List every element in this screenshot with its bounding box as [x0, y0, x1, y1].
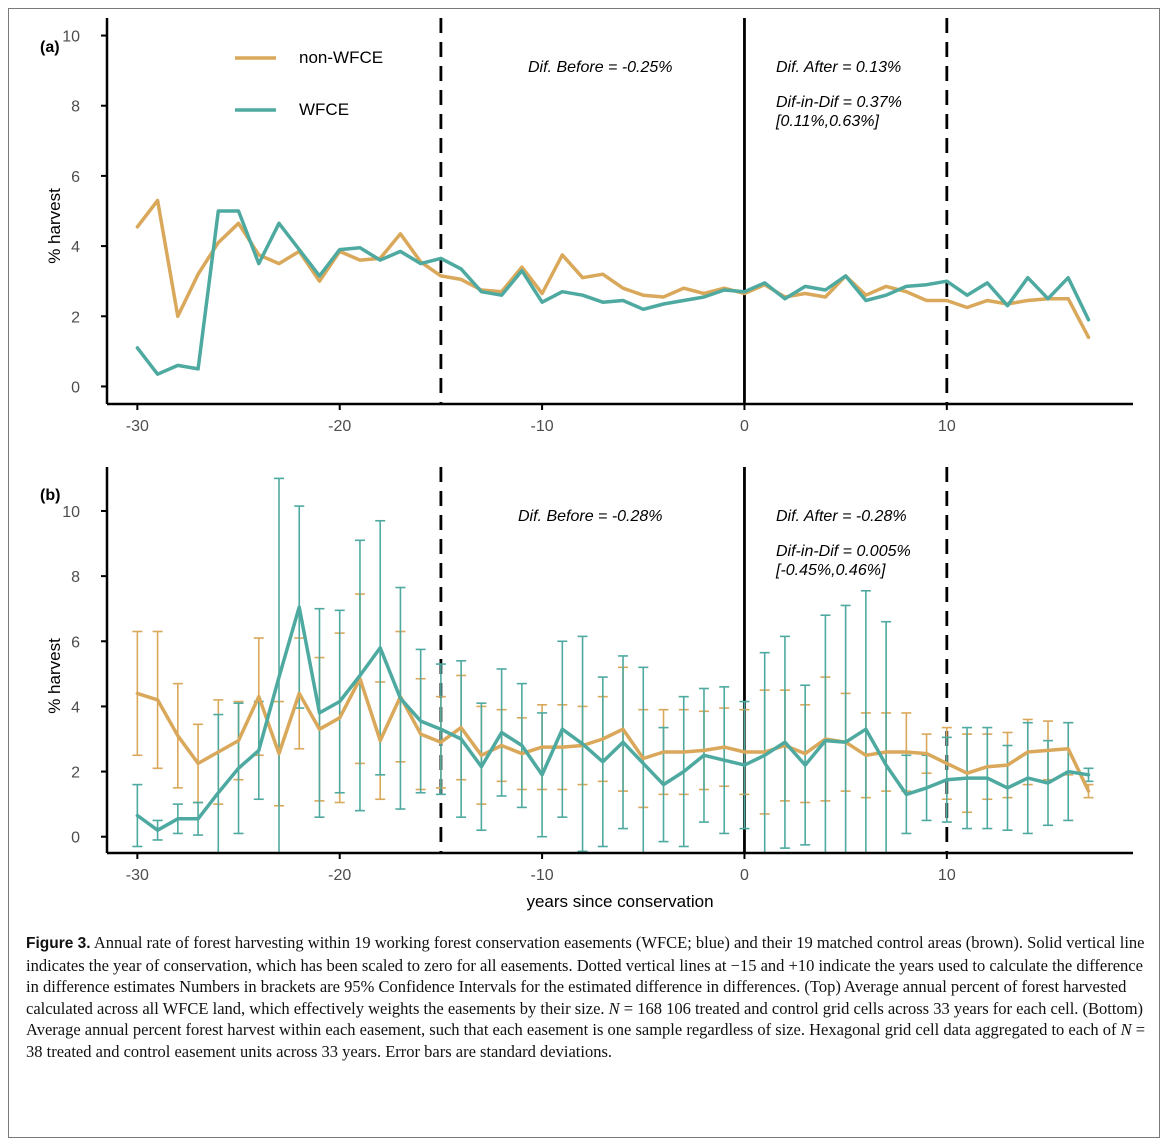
panel-b-ylabel: % harvest [45, 638, 64, 714]
panel-b-series-non-wfce [135, 676, 1091, 793]
panel-b-dif-after: Dif. After = -0.28% [776, 508, 907, 525]
panel-a-dif-in-dif: Dif-in-Dif = 0.37% [776, 94, 902, 111]
panel-b-x-tick-label: 10 [938, 867, 956, 884]
panel-a-ci: [0.11%,0.63%] [775, 113, 879, 130]
panel-b-y-tick-label: 0 [71, 830, 80, 847]
panel-b-label: (b) [40, 487, 60, 504]
panel-a-x-tick-label: 0 [740, 418, 749, 435]
panel-b-x-tick-label: -30 [126, 867, 149, 884]
legend-label-wfce: WFCE [299, 100, 349, 119]
panel-b-errorbar-wfce [860, 589, 871, 854]
caption-text-2: = 168 106 treated and control grid cells… [26, 998, 1144, 1040]
panel-b-x-tick-label: -10 [531, 867, 554, 884]
panel-b-errorbar-wfce [820, 614, 831, 854]
panel-a-x-tick-label: -10 [531, 418, 554, 435]
panel-a-label: (a) [40, 39, 60, 56]
caption-text-1: Annual rate of forest harvesting within … [26, 933, 1145, 1018]
panel-a-y-tick-label: 6 [71, 169, 80, 186]
panel-b-errorbar-wfce [881, 620, 892, 854]
panel-b-errorbar-wfce [840, 604, 851, 854]
caption-text-3: = 38 treated and control easement units … [26, 1020, 1146, 1061]
panel-b-y-tick-label: 4 [71, 699, 80, 716]
panel-b-dif-before: Dif. Before = -0.28% [518, 508, 663, 525]
panel-a-ylabel: % harvest [45, 188, 64, 264]
panel-b-y-tick-label: 6 [71, 634, 80, 651]
panel-b-dif-in-dif: Dif-in-Dif = 0.005% [776, 543, 911, 560]
panel-a-series-wfce [135, 209, 1091, 376]
caption-n-symbol-1: N [608, 998, 620, 1018]
panel-b-xlabel: years since conservation [526, 892, 713, 911]
panel-a-y-tick-label: 10 [62, 29, 80, 46]
panel-a-series-non-wfce [135, 198, 1091, 340]
caption-label: Figure 3. [26, 935, 91, 952]
figure-frame [8, 8, 1160, 1138]
caption-n-symbol-2: N [1120, 1020, 1132, 1039]
legend: non-WFCE WFCE [235, 48, 383, 119]
panel-b-y-tick-label: 2 [71, 765, 80, 782]
panel-b-y-tick-label: 10 [62, 504, 80, 521]
panel-b-x-tick-label: 0 [740, 867, 749, 884]
figure-chart: (a) % harvest 0 2 4 6 8 10 -30 -20 -10 0 10 non-WF… [40, 18, 1133, 911]
panel-b-series-wfce [135, 605, 1091, 832]
panel-a: (a) % harvest 0 2 4 6 8 10 -30 -20 -10 0 10 non-WF… [40, 18, 1133, 435]
panel-a-x-tick-label: 10 [938, 418, 956, 435]
panel-b-x-tick-label: -20 [328, 867, 351, 884]
panel-b-errorbar-wfce [213, 713, 224, 854]
panel-a-dif-after: Dif. After = 0.13% [776, 59, 901, 76]
panel-a-y-tick-label: 8 [71, 99, 80, 116]
legend-label-non-wfce: non-WFCE [299, 48, 383, 67]
panel-b-ci: [-0.45%,0.46%] [775, 562, 886, 579]
panel-b: (b) % harvest 0 2 4 6 8 10 -30 -20 -10 0 10 Dif. B… [40, 467, 1133, 911]
panel-a-y-tick-label: 0 [71, 379, 80, 396]
panel-a-y-tick-label: 2 [71, 309, 80, 326]
panel-b-y-tick-label: 8 [71, 569, 80, 586]
panel-a-x-tick-label: -30 [126, 418, 149, 435]
panel-a-x-tick-label: -20 [328, 418, 351, 435]
panel-a-y-tick-label: 4 [71, 239, 80, 256]
figure-caption: Figure 3. Annual rate of forest harvesti… [26, 932, 1151, 1062]
panel-a-dif-before: Dif. Before = -0.25% [528, 59, 673, 76]
